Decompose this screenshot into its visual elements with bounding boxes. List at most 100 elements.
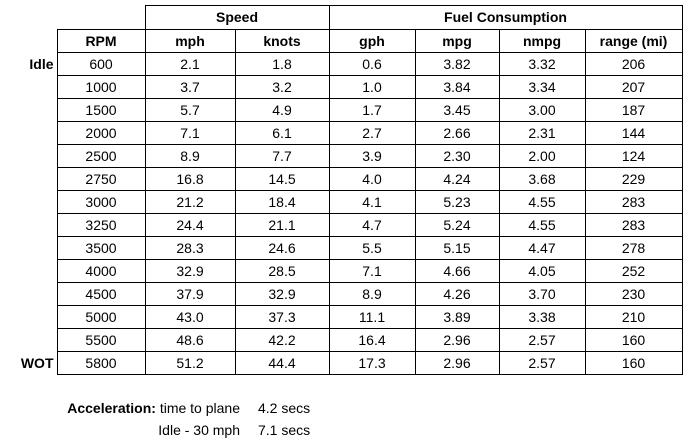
cell-gph: 8.9 [328,282,416,306]
cell-mpg: 5.15 [414,236,500,260]
cell-nmpg: 3.32 [498,52,586,76]
acceleration-row-1-label: Acceleration: time to plane [0,399,240,417]
cell-mph: 48.6 [144,328,236,352]
cell-range: 283 [584,190,683,214]
cell-nmpg: 3.34 [498,75,586,99]
cell-gph: 17.3 [328,351,416,375]
table-row: 3500 28.3 24.6 5.5 5.15 4.47 278 [0,236,683,260]
cell-rpm: 1000 [56,75,146,99]
cell-nmpg: 4.55 [498,213,586,237]
cell-knots: 18.4 [234,190,330,214]
speed-group-header: Speed [144,5,330,30]
table-row: Idle 600 2.1 1.8 0.6 3.82 3.32 206 [0,52,683,76]
cell-rpm: 3250 [56,213,146,237]
table-row: 5500 48.6 42.2 16.4 2.96 2.57 160 [0,328,683,352]
row-label [0,306,57,329]
cell-gph: 0.6 [328,52,416,76]
acceleration-item-value: 4.2 secs [258,400,311,416]
cell-nmpg: 2.57 [498,328,586,352]
table-body: Idle 600 2.1 1.8 0.6 3.82 3.32 206 1000 3.7 3.2 1.0… [0,52,683,375]
cell-mph: 24.4 [144,213,236,237]
cell-knots: 42.2 [234,328,330,352]
cell-gph: 16.4 [328,328,416,352]
cell-knots: 1.8 [234,52,330,76]
cell-knots: 7.7 [234,144,330,168]
cell-mph: 5.7 [144,98,236,122]
table-row: 2000 7.1 6.1 2.7 2.66 2.31 144 [0,121,683,145]
cell-gph: 1.7 [328,98,416,122]
cell-mpg: 2.30 [414,144,500,168]
cell-mph: 21.2 [144,190,236,214]
group-header-row: Speed Fuel Consumption [0,5,683,30]
cell-range: 160 [584,351,683,375]
cell-mph: 3.7 [144,75,236,99]
cell-mpg: 4.24 [414,167,500,191]
cell-rpm: 3500 [56,236,146,260]
row-label [0,99,57,122]
row-label [0,76,57,99]
cell-rpm: 4000 [56,259,146,283]
row-label [0,122,57,145]
cell-mph: 32.9 [144,259,236,283]
cell-knots: 6.1 [234,121,330,145]
cell-mph: 51.2 [144,351,236,375]
cell-knots: 4.9 [234,98,330,122]
cell-mph: 37.9 [144,282,236,306]
label-col-blank [0,30,57,53]
corner-blank [0,6,57,30]
acceleration-item-label: Idle - 30 mph [158,422,240,438]
cell-rpm: 5000 [56,305,146,329]
cell-range: 278 [584,236,683,260]
cell-mpg: 3.82 [414,52,500,76]
cell-mph: 16.8 [144,167,236,191]
cell-knots: 3.2 [234,75,330,99]
cell-mph: 8.9 [144,144,236,168]
cell-gph: 5.5 [328,236,416,260]
cell-gph: 2.7 [328,121,416,145]
cell-range: 207 [584,75,683,99]
cell-rpm: 600 [56,52,146,76]
table-row: WOT 5800 51.2 44.4 17.3 2.96 2.57 160 [0,351,683,375]
acceleration-item-value: 7.1 secs [258,422,311,438]
cell-nmpg: 3.00 [498,98,586,122]
cell-knots: 37.3 [234,305,330,329]
cell-range: 229 [584,167,683,191]
cell-rpm: 5500 [56,328,146,352]
cell-nmpg: 4.05 [498,259,586,283]
cell-mpg: 2.96 [414,328,500,352]
cell-gph: 1.0 [328,75,416,99]
cell-mpg: 3.45 [414,98,500,122]
column-header-row: RPM mph knots gph mpg nmpg range (mi) [0,29,683,53]
cell-nmpg: 4.55 [498,190,586,214]
row-label: Idle [29,56,54,72]
column-header-gph: gph [328,29,416,53]
cell-gph: 3.9 [328,144,416,168]
table-row: 1000 3.7 3.2 1.0 3.84 3.34 207 [0,75,683,99]
cell-mpg: 2.66 [414,121,500,145]
cell-nmpg: 2.57 [498,351,586,375]
table-row: 2500 8.9 7.7 3.9 2.30 2.00 124 [0,144,683,168]
cell-rpm: 2500 [56,144,146,168]
cell-rpm: 3000 [56,190,146,214]
cell-gph: 4.7 [328,213,416,237]
row-label [0,329,57,352]
performance-table: Speed Fuel Consumption RPM mph knots gph… [0,5,683,375]
cell-range: 144 [584,121,683,145]
cell-rpm: 2000 [56,121,146,145]
cell-knots: 21.1 [234,213,330,237]
cell-knots: 14.5 [234,167,330,191]
rpm-group-blank [57,5,146,30]
cell-knots: 44.4 [234,351,330,375]
cell-mpg: 3.84 [414,75,500,99]
cell-gph: 4.0 [328,167,416,191]
cell-mpg: 3.89 [414,305,500,329]
table-row: 4500 37.9 32.9 8.9 4.26 3.70 230 [0,282,683,306]
acceleration-heading: Acceleration: [67,400,156,416]
cell-gph: 11.1 [328,305,416,329]
cell-mpg: 5.24 [414,213,500,237]
row-label [0,237,57,260]
cell-range: 206 [584,52,683,76]
cell-range: 283 [584,213,683,237]
cell-knots: 24.6 [234,236,330,260]
column-header-rpm: RPM [56,29,146,53]
